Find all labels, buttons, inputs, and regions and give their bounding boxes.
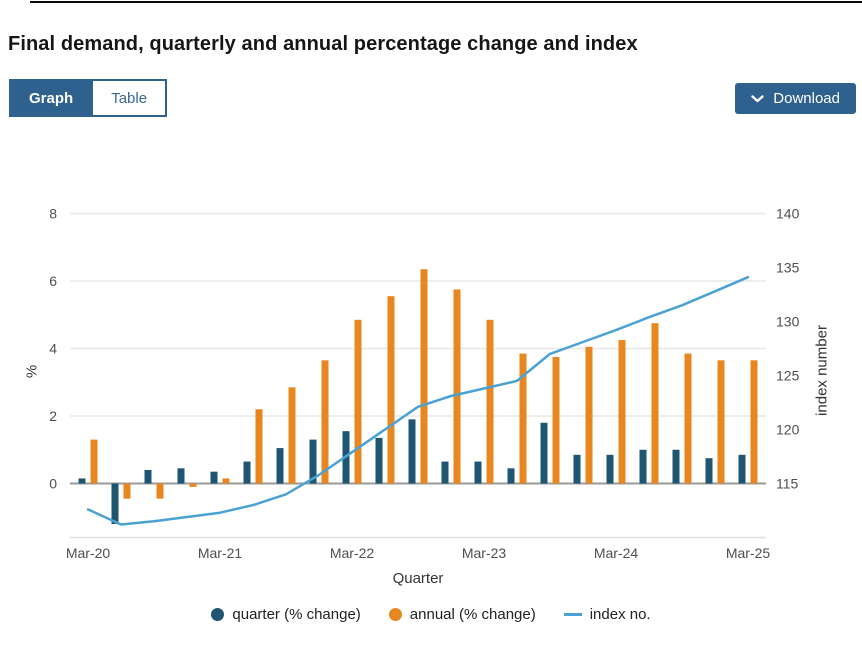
- svg-text:135: 135: [776, 260, 800, 276]
- svg-text:120: 120: [776, 422, 800, 438]
- bar: [717, 360, 725, 484]
- bar: [540, 422, 548, 484]
- bar: [519, 353, 527, 484]
- bar: [288, 387, 296, 484]
- bar: [453, 289, 461, 484]
- right-axis-title: index number: [813, 325, 831, 416]
- top-divider: [30, 1, 862, 3]
- svg-text:0: 0: [49, 476, 57, 492]
- svg-text:Mar-20: Mar-20: [66, 545, 111, 561]
- bar: [705, 458, 713, 484]
- bar: [618, 340, 626, 484]
- bar: [144, 470, 152, 484]
- svg-text:Mar-21: Mar-21: [198, 545, 243, 561]
- bar: [189, 483, 197, 487]
- bar: [210, 471, 218, 484]
- bar: [276, 448, 284, 484]
- bar: [243, 461, 251, 484]
- svg-text:Mar-22: Mar-22: [330, 545, 375, 561]
- bar: [672, 449, 680, 484]
- annual-series-swatch-icon: [388, 608, 402, 621]
- download-button-label: Download: [773, 90, 840, 107]
- svg-text:6: 6: [49, 273, 57, 289]
- bar: [738, 454, 746, 484]
- chart-legend: quarter (% change) annual (% change) ind…: [0, 606, 862, 623]
- svg-text:115: 115: [776, 476, 799, 492]
- svg-text:8: 8: [49, 206, 57, 222]
- bar: [309, 439, 317, 484]
- view-tab-group: Graph Table: [9, 79, 168, 117]
- left-axis-tick-labels: 0 2 4 6 8: [49, 206, 57, 492]
- legend-label-annual: annual (% change): [409, 606, 536, 623]
- download-button[interactable]: Download: [735, 83, 856, 114]
- bar: [375, 437, 383, 484]
- bar: [354, 319, 362, 484]
- svg-text:Mar-25: Mar-25: [726, 545, 771, 561]
- x-axis-tick-labels: Mar-20 Mar-21 Mar-22 Mar-23 Mar-24 Mar-25: [66, 545, 771, 561]
- bar: [474, 461, 482, 484]
- bar: [585, 346, 593, 484]
- svg-text:4: 4: [49, 341, 57, 357]
- bar: [387, 296, 395, 484]
- bar: [750, 360, 758, 484]
- quarter-series-swatch-icon: [211, 608, 225, 621]
- left-axis-title: %: [23, 364, 41, 379]
- svg-text:Mar-24: Mar-24: [594, 545, 639, 561]
- svg-text:2: 2: [49, 408, 57, 424]
- bar: [606, 454, 614, 484]
- tab-graph[interactable]: Graph: [11, 81, 92, 115]
- legend-label-index: index no.: [589, 606, 651, 623]
- chevron-down-icon: [751, 94, 764, 103]
- page-title: Final demand, quarterly and annual perce…: [8, 33, 638, 55]
- legend-item-quarter[interactable]: quarter (% change): [211, 606, 361, 623]
- index-line: [86, 275, 750, 526]
- bar: [486, 319, 494, 484]
- bars-quarter: [78, 419, 746, 524]
- bar: [552, 356, 560, 484]
- bar: [78, 478, 86, 484]
- legend-item-annual[interactable]: annual (% change): [388, 606, 536, 623]
- bar: [222, 478, 230, 484]
- svg-text:Mar-23: Mar-23: [462, 545, 507, 561]
- index-series-swatch-icon: [563, 613, 582, 616]
- svg-text:125: 125: [776, 368, 800, 384]
- legend-label-quarter: quarter (% change): [232, 606, 361, 623]
- bar: [651, 323, 659, 484]
- bar: [639, 449, 647, 484]
- tab-table[interactable]: Table: [91, 81, 166, 115]
- bar: [573, 454, 581, 484]
- bars-annual: [90, 269, 758, 499]
- gridlines: [70, 212, 766, 417]
- bar: [507, 468, 515, 484]
- bar: [441, 461, 449, 484]
- bar: [156, 483, 164, 499]
- bar: [408, 419, 416, 484]
- bar: [123, 483, 131, 499]
- legend-item-index[interactable]: index no.: [563, 606, 651, 623]
- svg-text:140: 140: [776, 206, 800, 222]
- right-axis-tick-labels: 115 120 125 130 135 140: [776, 206, 800, 492]
- bar: [420, 269, 428, 484]
- bar: [90, 439, 98, 484]
- bar: [321, 360, 329, 484]
- bar: [111, 483, 119, 524]
- bar: [684, 353, 692, 484]
- svg-text:130: 130: [776, 314, 800, 330]
- bar: [255, 409, 263, 484]
- bar: [177, 468, 185, 484]
- x-axis-title: Quarter: [392, 570, 444, 587]
